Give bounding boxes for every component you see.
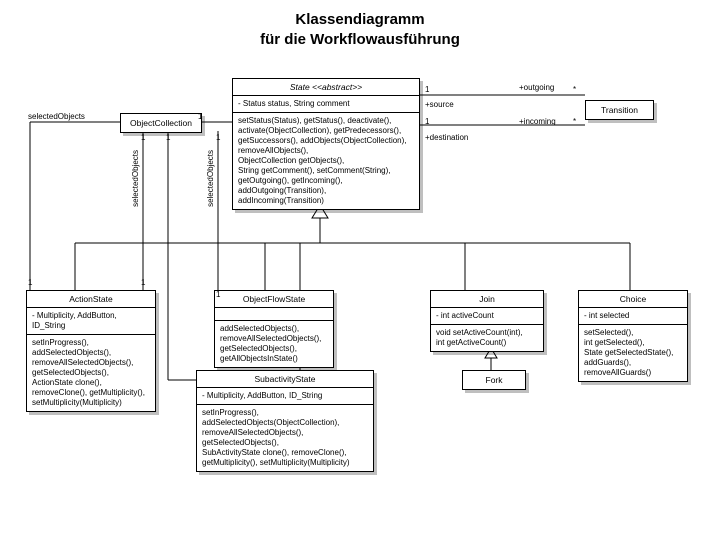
class-subactivitystate: SubactivityState - Multiplicity, AddButt… — [196, 370, 374, 472]
class-join: Join - int activeCount void setActiveCou… — [430, 290, 544, 352]
class-transition: Transition — [585, 100, 654, 120]
class-actionstate: ActionState - Multiplicity, AddButton, I… — [26, 290, 156, 412]
subactivitystate-name: SubactivityState — [197, 371, 373, 388]
lbl-star-1: * — [573, 85, 576, 94]
choice-attrs: - int selected — [579, 308, 687, 325]
lbl-selectedobjects-1: selectedObjects — [28, 112, 85, 121]
lbl-outgoing: +outgoing — [519, 83, 554, 92]
state-ops: setStatus(Status), getStatus(), deactiva… — [233, 113, 419, 209]
lbl-one-2: 1 — [425, 117, 429, 126]
lbl-selectedobjects-3: selectedObjects — [206, 150, 215, 207]
objectflowstate-name: ObjectFlowState — [215, 291, 333, 308]
transition-name: Transition — [601, 105, 638, 115]
actionstate-attrs: - Multiplicity, AddButton, ID_String — [27, 308, 155, 335]
actionstate-ops: setInProgress(), addSelectedObjects(), r… — [27, 335, 155, 411]
lbl-one-5: 1 — [166, 133, 170, 142]
choice-ops: setSelected(), int getSelected(), State … — [579, 325, 687, 381]
lbl-one-3: 1 — [198, 112, 202, 121]
state-name: State <<abstract>> — [290, 82, 362, 92]
class-choice: Choice - int selected setSelected(), int… — [578, 290, 688, 382]
join-ops: void setActiveCount(int), int getActiveC… — [431, 325, 543, 351]
lbl-one-6: 1 — [216, 133, 220, 142]
objectflowstate-ops: addSelectedObjects(), removeAllSelectedO… — [215, 321, 333, 367]
lbl-selectedobjects-2: selectedObjects — [131, 150, 140, 207]
objectflowstate-attrs — [215, 308, 333, 321]
objectcollection-name: ObjectCollection — [130, 118, 192, 128]
state-attrs: - Status status, String comment — [233, 96, 419, 113]
class-objectcollection: ObjectCollection — [120, 113, 202, 133]
join-name: Join — [431, 291, 543, 308]
lbl-one-4: 1 — [141, 133, 145, 142]
subactivitystate-attrs: - Multiplicity, AddButton, ID_String — [197, 388, 373, 405]
lbl-one-9: 1 — [141, 278, 145, 287]
lbl-one-7: 1 — [28, 278, 32, 287]
class-state: State <<abstract>> - Status status, Stri… — [232, 78, 420, 210]
lbl-star-2: * — [573, 117, 576, 126]
subactivitystate-ops: setInProgress(), addSelectedObjects(Obje… — [197, 405, 373, 471]
class-fork: Fork — [462, 370, 526, 390]
actionstate-name: ActionState — [27, 291, 155, 308]
lbl-one-1: 1 — [425, 85, 429, 94]
fork-name: Fork — [486, 375, 503, 385]
join-attrs: - int activeCount — [431, 308, 543, 325]
lbl-destination: +destination — [425, 133, 468, 142]
class-objectflowstate: ObjectFlowState addSelectedObjects(), re… — [214, 290, 334, 368]
choice-name: Choice — [579, 291, 687, 308]
lbl-incoming: +incoming — [519, 117, 556, 126]
lbl-source: +source — [425, 100, 454, 109]
lbl-one-8: 1 — [216, 290, 220, 299]
